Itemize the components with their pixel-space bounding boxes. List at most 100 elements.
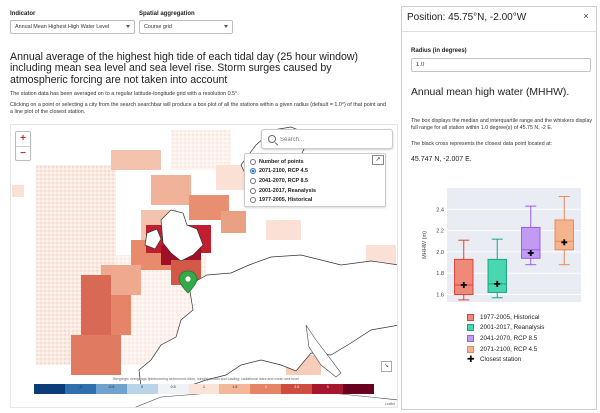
map-search-box[interactable] (261, 129, 393, 149)
zoom-control: + − (15, 131, 31, 161)
layer-option[interactable]: 2071-2100, RCP 4.5 (250, 167, 380, 177)
legend-swatch (467, 345, 474, 353)
colorbar-tick-label: 3 (326, 385, 329, 389)
y-tick-label: 2.2 (436, 229, 444, 235)
colorbar-cell (312, 384, 344, 394)
aggregation-select[interactable]: Course grid (139, 20, 233, 34)
grid-cell-block (12, 185, 24, 197)
legend-item[interactable]: 1977-2005, Historical (467, 312, 544, 323)
close-icon[interactable]: × (583, 11, 589, 21)
radio-icon[interactable] (250, 177, 256, 184)
search-icon (268, 135, 276, 143)
boxplot-description: The box displays the median and interqua… (411, 118, 593, 131)
y-tick-label: 2.4 (436, 207, 444, 213)
legend-item[interactable]: ✚ Closest station (467, 354, 544, 365)
chevron-down-icon (224, 25, 228, 28)
resolution-note: The station data has been averaged on to… (10, 91, 239, 97)
box (487, 258, 507, 293)
box (454, 258, 474, 296)
colorbar-cell (34, 384, 66, 394)
legend-swatch (467, 324, 474, 332)
radius-input[interactable] (411, 58, 591, 72)
indicator-label: Indicator (10, 11, 36, 17)
location-marker[interactable] (178, 270, 198, 294)
legend-item[interactable]: 2001-2017, Reanalysis (467, 323, 544, 334)
grid-cell-block (221, 211, 246, 233)
y-axis-label: MHHW (m) (422, 231, 428, 259)
boxplot-chart: 1.6 1.8 2.0 2.2 2.4 MHHW (m) (422, 188, 581, 302)
colorbar-tick-label: 2.5 (294, 385, 300, 389)
coastline-italy (305, 324, 342, 378)
coastline-continent (138, 254, 397, 391)
colorbar-tick-label: 0 (141, 385, 144, 389)
ocean-grid-cells (171, 130, 231, 170)
colorbar-cell (281, 384, 313, 394)
colorbar-tick-label: -1 (78, 385, 82, 389)
colorbar-tick-label: 2 (264, 385, 267, 389)
legend-label: Closest station (480, 356, 522, 364)
colorbar-tick-label: -0.5 (108, 385, 115, 389)
coastline-ireland (144, 228, 162, 250)
resize-icon[interactable]: ↘ (381, 361, 392, 372)
legend-swatch (467, 334, 474, 342)
legend-item[interactable]: 2071-2100, RCP 4.5 (467, 344, 544, 355)
radio-selected-icon[interactable] (250, 168, 256, 175)
y-tick-label: 1.6 (436, 293, 444, 299)
page-heading: Annual average of the highest high tide … (10, 51, 359, 86)
colorbar-cell (188, 384, 220, 394)
expand-icon[interactable]: ↗ (372, 155, 384, 165)
layer-selector: Number of points 2071-2100, RCP 4.5 2041… (244, 153, 386, 207)
layer-option[interactable]: 2001-2017, Reanalysis (250, 186, 380, 196)
cross-icon: ✚ (467, 354, 475, 365)
legend-label: 2041-2070, RCP 8.5 (480, 334, 538, 342)
boxplot-legend: 1977-2005, Historical 2001-2017, Reanalys… (467, 312, 544, 365)
grid-cell-block (266, 220, 301, 240)
legend-label: 1977-2005, Historical (480, 313, 540, 321)
colorbar-tick-label: 0.5 (170, 385, 176, 389)
colorbar-cell (219, 384, 251, 394)
map-canvas[interactable] (11, 125, 398, 408)
coastline-uk (160, 209, 204, 262)
colorbar-cell (157, 384, 189, 394)
grid-cell-block (151, 175, 191, 205)
colorbar-cell (250, 384, 282, 394)
chevron-down-icon (126, 25, 130, 28)
colorbar-cell (126, 384, 158, 394)
colorbar: -1 -0.5 0 0.5 1 1.5 2 2.5 3 (34, 384, 375, 396)
panel-title: Position: 45.75°N, -2.00°W (407, 12, 527, 23)
zoom-out-button[interactable]: − (16, 146, 30, 160)
y-tick-label: 2.0 (436, 250, 444, 256)
grid-cell-block (111, 295, 131, 335)
colorbar-caption: Bergregio overgangs tijdstrooming astron… (113, 377, 299, 381)
legend-swatch (467, 313, 474, 321)
box (521, 226, 541, 259)
colorbar-cell (95, 384, 128, 394)
colorbar-tick-label: 1 (203, 385, 205, 389)
radio-icon[interactable] (250, 197, 256, 204)
map-search-input[interactable] (280, 133, 388, 146)
details-panel: Position: 45.75°N, -2.00°W × Radius (in … (401, 6, 597, 410)
map-view[interactable]: + − Number of points 2071-2100, RCP 4.5 … (10, 124, 398, 408)
map-attribution[interactable]: Leaflet (384, 402, 395, 406)
colorbar-cell (64, 384, 97, 394)
legend-item[interactable]: 2041-2070, RCP 8.5 (467, 333, 544, 344)
indicator-select-value: Annual Mean Highest High Water Level (15, 24, 110, 30)
aggregation-select-value: Course grid (144, 24, 172, 30)
box (554, 219, 574, 251)
grid-cell-block (71, 335, 121, 375)
zoom-in-button[interactable]: + (20, 133, 26, 144)
indicator-select[interactable]: Annual Mean Highest High Water Level (10, 20, 135, 34)
legend-label: 2071-2100, RCP 4.5 (480, 345, 538, 353)
layer-option[interactable]: 2041-2070, RCP 8.5 (250, 176, 380, 186)
y-tick-label: 1.8 (436, 271, 444, 277)
layer-option[interactable]: 1977-2005, Historical (250, 195, 380, 205)
divider (402, 31, 596, 32)
radio-icon[interactable] (250, 187, 256, 194)
layer-option[interactable]: Number of points (250, 157, 380, 167)
grid-cell-block (111, 150, 161, 170)
panel-heading: Annual mean high water (MHHW). (411, 87, 570, 98)
closest-point-note: The black cross represents the closest d… (411, 141, 553, 147)
radio-icon[interactable] (250, 158, 256, 165)
click-instructions: Clicking on a point or selecting a city … (10, 102, 386, 115)
colorbar-tick-label: 1.5 (232, 385, 238, 389)
